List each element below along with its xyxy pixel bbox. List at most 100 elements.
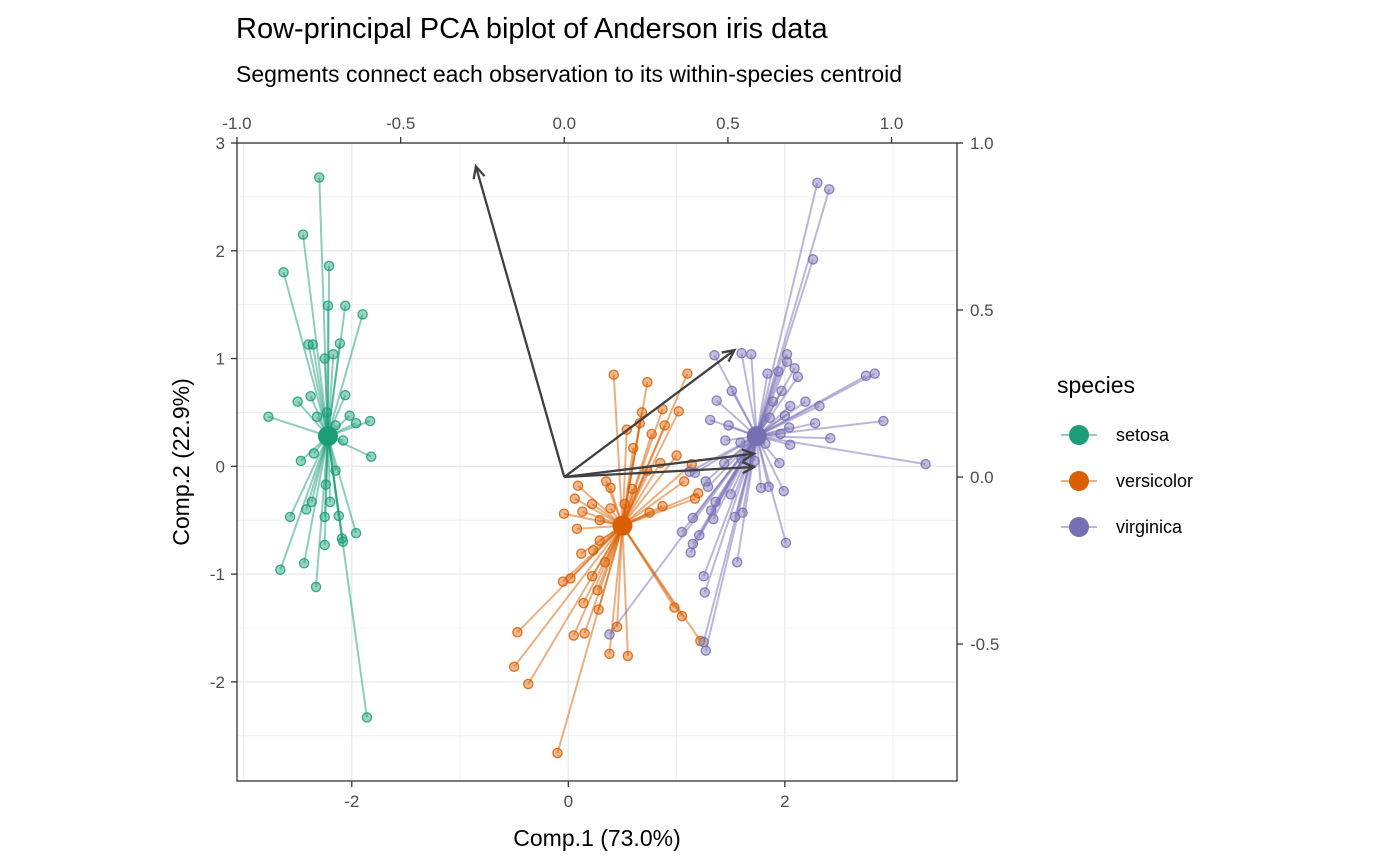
point-virginica	[746, 348, 757, 360]
point-virginica	[780, 537, 792, 549]
point-versicolor	[558, 508, 570, 519]
segment-virginica	[755, 182, 819, 437]
point-setosa	[340, 300, 351, 311]
segment-setosa	[289, 435, 329, 518]
segment-versicolor	[513, 524, 624, 668]
point-versicolor	[646, 428, 657, 440]
point-virginica	[755, 482, 767, 494]
point-versicolor	[626, 483, 638, 495]
segment-versicolor	[556, 525, 624, 754]
point-versicolor	[669, 602, 680, 613]
point-versicolor	[593, 604, 604, 615]
segment-virginica	[740, 352, 758, 437]
point-virginica	[705, 505, 717, 516]
point-setosa	[308, 448, 320, 459]
point-setosa	[319, 511, 330, 523]
variable-arrows	[472, 163, 757, 479]
point-virginica	[604, 629, 615, 640]
point-versicolor	[552, 747, 563, 759]
point-virginica	[825, 433, 836, 444]
point-virginica	[785, 439, 796, 451]
x-tick-label: 0	[564, 792, 573, 811]
point-versicolor	[604, 648, 615, 660]
point-virginica	[764, 412, 775, 424]
centroid-segments	[268, 177, 926, 754]
point-setosa	[297, 229, 309, 240]
point-versicolor	[689, 493, 701, 504]
observation-points	[263, 172, 931, 759]
point-setosa	[350, 417, 362, 429]
y-axis-title: Comp.2 (22.9%)	[168, 378, 194, 545]
point-virginica	[708, 513, 719, 525]
y-tick-label: 1	[216, 350, 225, 369]
segment-setosa	[282, 272, 329, 437]
legend-item-virginica: virginica	[1061, 517, 1183, 537]
point-setosa	[323, 260, 335, 272]
point-versicolor	[569, 493, 581, 504]
point-virginica	[781, 356, 793, 368]
segment-virginica	[702, 435, 758, 577]
variable-arrow-head	[741, 448, 757, 462]
point-virginica	[687, 512, 699, 524]
y-tick-label: -2	[210, 673, 225, 692]
variable-arrow	[474, 166, 566, 478]
segment-virginica	[755, 371, 780, 437]
y-tick-label: 0	[216, 457, 225, 476]
point-setosa	[330, 465, 341, 476]
point-virginica	[823, 184, 835, 195]
point-setosa	[298, 558, 310, 569]
point-setosa	[340, 389, 351, 401]
point-versicolor	[642, 376, 653, 388]
plot-border	[236, 142, 958, 782]
point-setosa	[301, 504, 312, 515]
legend-items: setosa versicolor virginica	[1061, 425, 1193, 537]
point-versicolor	[673, 406, 684, 417]
point-virginica	[704, 414, 716, 426]
point-virginica	[702, 481, 714, 493]
point-versicolor	[572, 480, 584, 491]
point-versicolor	[644, 507, 655, 518]
point-virginica	[783, 422, 795, 433]
point-versicolor	[557, 576, 569, 587]
segment-virginica	[755, 435, 787, 544]
point-setosa	[305, 391, 316, 402]
point-virginica	[878, 415, 889, 427]
point-virginica	[698, 570, 709, 582]
point-versicolor	[671, 450, 682, 461]
segment-setosa	[326, 435, 368, 718]
legend-key-dot	[1069, 471, 1089, 491]
point-setosa	[344, 410, 355, 421]
y2-tick-label: 1.0	[970, 134, 994, 153]
segment-setosa	[326, 314, 364, 437]
variable-arrow-head	[721, 348, 737, 363]
legend-title: species	[1057, 372, 1135, 398]
point-versicolor	[659, 420, 670, 431]
point-virginica	[735, 437, 746, 448]
segment-setosa	[326, 354, 335, 437]
segment-virginica	[756, 435, 926, 466]
x2-tick-label: 0.5	[716, 114, 740, 133]
segment-versicolor	[583, 525, 624, 634]
segment-setosa	[315, 436, 329, 588]
point-virginica	[776, 385, 787, 397]
point-versicolor	[568, 630, 579, 641]
plot-panel	[237, 143, 957, 781]
legend-label: setosa	[1116, 425, 1170, 445]
point-virginica	[773, 366, 784, 377]
legend-item-setosa: setosa	[1061, 425, 1170, 445]
point-versicolor	[522, 678, 534, 690]
point-versicolor	[586, 498, 598, 510]
point-virginica	[814, 400, 825, 412]
legend-key-dot	[1069, 517, 1089, 537]
point-versicolor	[579, 628, 590, 639]
chart-title: Row-principal PCA biplot of Anderson iri…	[236, 13, 828, 45]
point-virginica	[800, 396, 811, 407]
x2-tick-label: 1.0	[880, 114, 904, 133]
point-setosa	[314, 172, 325, 183]
point-virginica	[809, 417, 821, 429]
segment-versicolor	[622, 497, 696, 527]
point-virginica	[869, 368, 880, 379]
segment-virginica	[704, 435, 758, 651]
segment-versicolor	[621, 454, 678, 527]
